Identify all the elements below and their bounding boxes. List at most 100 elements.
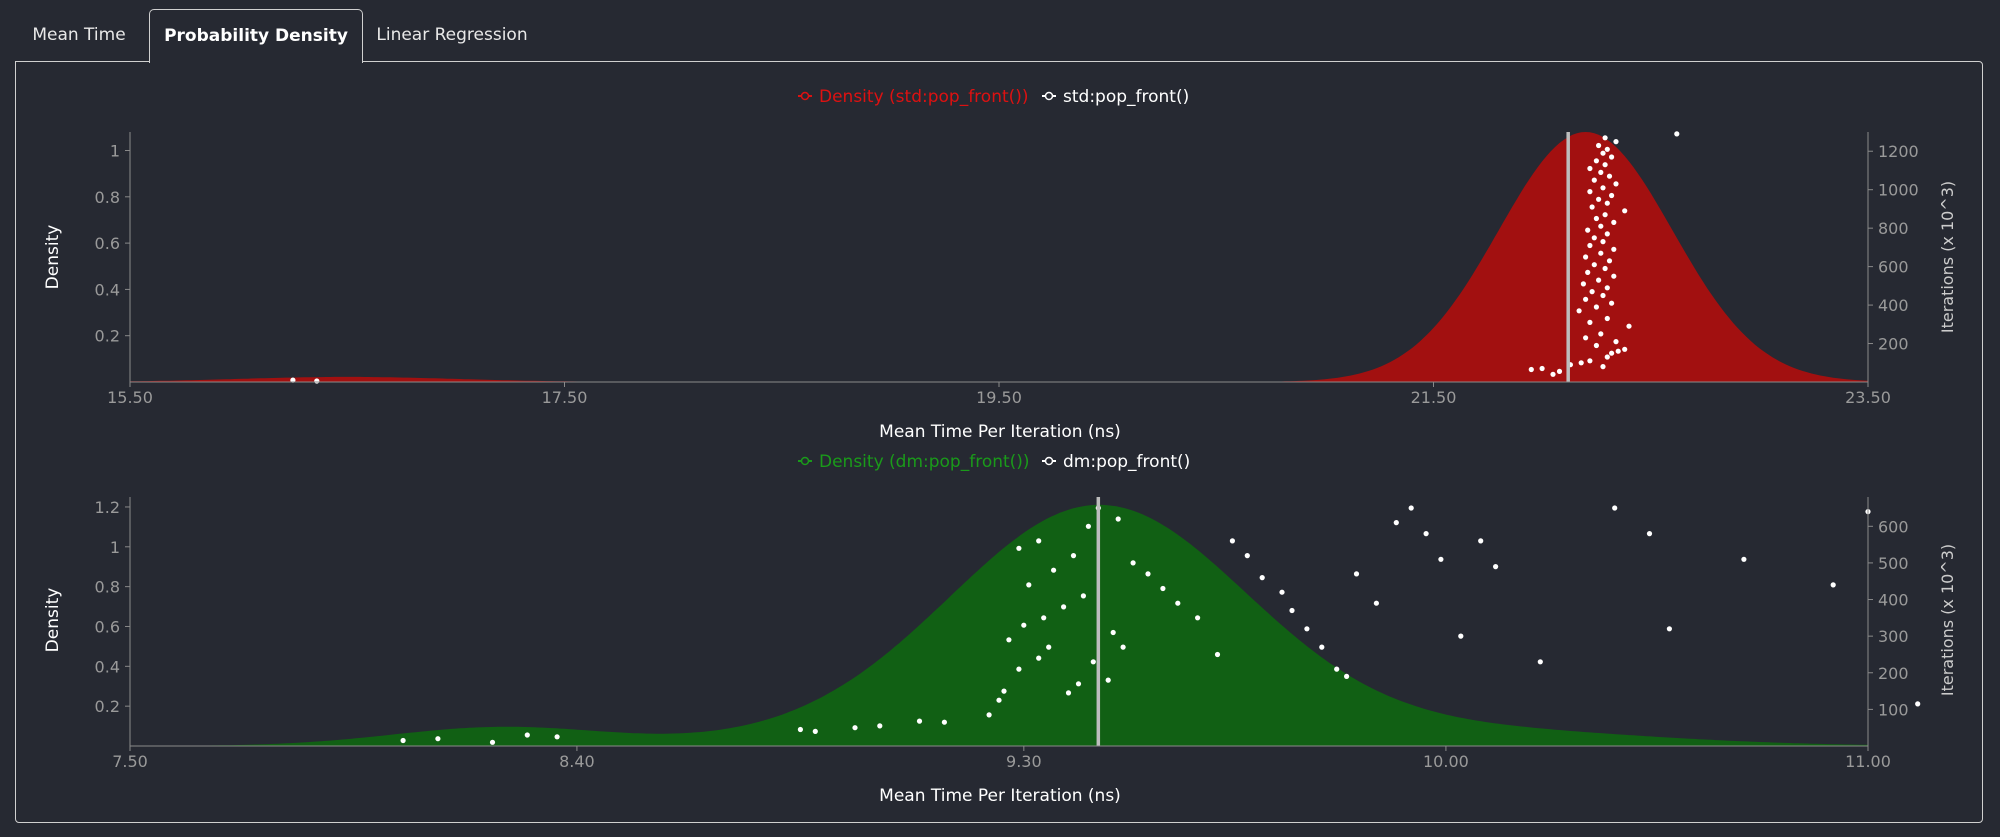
sample-point: [1587, 358, 1593, 364]
sample-point: [1353, 571, 1360, 577]
sample-point: [1602, 162, 1608, 168]
sample-point: [1611, 273, 1617, 279]
sample-point: [1606, 173, 1613, 179]
legend-density-marker-icon: [800, 91, 810, 101]
sample-point: [1600, 364, 1606, 370]
y2-tick-label: 600: [1878, 517, 1909, 536]
sample-point: [1611, 246, 1617, 252]
sample-point: [1646, 531, 1653, 537]
y2-tick-label: 100: [1878, 700, 1909, 719]
sample-point: [1373, 600, 1379, 606]
sample-point: [1622, 346, 1628, 352]
sample-point: [1587, 319, 1593, 325]
legend: Density (dm:pop_front()) dm:pop_front(): [798, 452, 1190, 472]
sample-point: [1539, 365, 1545, 372]
sample-point: [1830, 582, 1836, 588]
sample-point: [1587, 242, 1593, 249]
tab-probability-density[interactable]: Probability Density: [149, 9, 363, 63]
sample-point: [1580, 281, 1586, 287]
y-tick-label: 0.4: [95, 280, 120, 299]
sample-point: [1393, 520, 1399, 526]
sample-point: [1600, 239, 1606, 245]
sample-point: [1583, 335, 1589, 341]
axes: 15.50 17.50 19.50 21.50 23.500.20.40.60.8120…: [95, 132, 1919, 407]
density-area: [130, 504, 1868, 746]
sample-point: [1602, 212, 1608, 218]
sample-point: [1001, 688, 1007, 694]
sample-point: [1674, 131, 1680, 137]
sample-point: [1423, 531, 1429, 537]
sample-point: [1016, 545, 1022, 551]
sample-point: [1604, 200, 1610, 206]
sample-point: [1458, 633, 1464, 639]
legend-samples-label[interactable]: dm:pop_front(): [1063, 452, 1190, 472]
sample-point: [1585, 227, 1591, 233]
legend-samples-label[interactable]: std:pop_front(): [1063, 87, 1189, 107]
sample-point: [1598, 331, 1604, 337]
sample-point: [1334, 666, 1340, 672]
sample-point: [1615, 348, 1621, 354]
sample-point: [1021, 622, 1027, 628]
sample-point: [1478, 538, 1484, 544]
sample-point: [1036, 655, 1042, 661]
sample-point: [1604, 354, 1610, 360]
x-tick-label: 11.00: [1845, 752, 1891, 771]
x-tick-label: 10.00: [1423, 752, 1469, 771]
sample-point: [1587, 165, 1593, 172]
sample-point: [941, 719, 948, 725]
tab-mean-time[interactable]: Mean Time: [32, 25, 126, 45]
sample-point: [1593, 304, 1599, 310]
legend: Density (std:pop_front()) std:pop_front(…: [798, 87, 1189, 107]
density-area: [130, 132, 1868, 382]
sample-point: [1589, 289, 1595, 295]
x-tick-label: 9.30: [1006, 752, 1042, 771]
sample-point: [1006, 637, 1012, 643]
sample-point: [1070, 553, 1077, 559]
sample-point: [1606, 258, 1613, 264]
y-tick-label: 0.2: [95, 697, 120, 716]
sample-point: [1604, 231, 1610, 237]
sample-point: [400, 737, 406, 744]
sample-point: [1609, 192, 1615, 199]
sample-point: [1587, 189, 1593, 195]
sample-point: [812, 728, 818, 735]
sample-point: [1175, 600, 1181, 606]
sample-point: [1319, 644, 1325, 650]
tab-panel: [15, 61, 1983, 823]
sample-point: [1244, 553, 1250, 559]
sample-point: [1598, 169, 1604, 175]
sample-point: [1666, 626, 1672, 632]
y-tick-label: 0.4: [95, 657, 120, 676]
sample-point: [524, 732, 530, 738]
sample-point: [1493, 564, 1499, 570]
sample-point: [1016, 666, 1022, 672]
sample-point: [1195, 615, 1201, 621]
y2-tick-label: 500: [1878, 554, 1909, 573]
sample-point: [1578, 360, 1584, 366]
sample-point: [1036, 538, 1042, 544]
legend-samples-marker-icon: [1044, 456, 1054, 466]
sample-point: [1604, 146, 1610, 152]
sample-point: [1593, 342, 1599, 349]
sample-point: [435, 736, 441, 742]
sample-point: [1589, 204, 1595, 210]
sample-point: [996, 697, 1002, 703]
axes: 7.50 8.40 9.30 10.00 11.00 0.2 0.4 0.6 0.8 1 1.2 10…: [95, 497, 1909, 771]
sample-point: [1612, 505, 1618, 511]
sample-point: [1051, 567, 1057, 573]
y-tick-label: 0.6: [95, 234, 120, 253]
x-tick-label: 21.50: [1411, 388, 1457, 407]
sample-point: [1110, 629, 1116, 636]
sample-point: [1075, 681, 1082, 687]
legend-density-label[interactable]: Density (std:pop_front()): [819, 87, 1029, 107]
sample-point: [1609, 154, 1615, 160]
y-tick-label: 0.8: [95, 578, 120, 597]
legend-density-label[interactable]: Density (dm:pop_front()): [819, 452, 1030, 472]
sample-point: [1600, 292, 1606, 299]
sample-point: [1593, 215, 1599, 222]
sample-point: [1604, 285, 1610, 291]
tab-linear-regression[interactable]: Linear Regression: [376, 25, 528, 45]
sample-point: [1279, 589, 1285, 595]
sample-point: [1600, 185, 1606, 191]
